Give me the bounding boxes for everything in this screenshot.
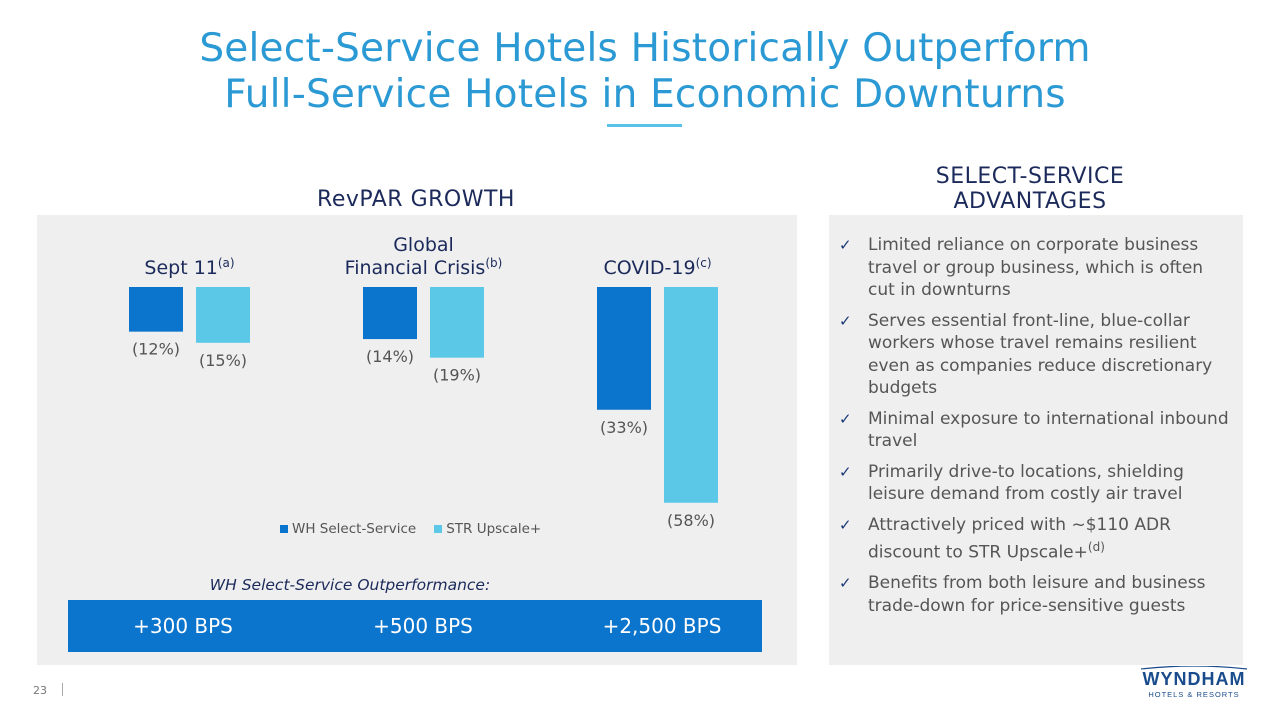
outperformance-title: WH Select-Service Outperformance:	[209, 576, 491, 594]
slide-title-line1: Select-Service Hotels Historically Outpe…	[199, 26, 1091, 71]
chart-legend: WH Select-Service STR Upscale+	[280, 521, 541, 537]
title-underline	[607, 124, 682, 127]
advantage-text: Serves essential front-line, blue-collar…	[868, 310, 1213, 399]
legend-item-wh: WH Select-Service	[280, 521, 416, 537]
data-label-str-1: (19%)	[433, 366, 481, 385]
logo-subtitle: HOTELS & RESORTS	[1148, 690, 1240, 699]
footnote-marker: (d)	[1087, 540, 1105, 554]
advantage-item: ✓ Benefits from both leisure and business…	[839, 572, 1234, 617]
checkmark-icon: ✓	[839, 515, 852, 534]
page-number: 23	[33, 684, 47, 697]
advantage-item: ✓ Minimal exposure to international inbou…	[839, 408, 1234, 453]
group-label-1: Global Financial Crisis(b)	[345, 234, 503, 279]
outperformance-bar: +300 BPS +500 BPS +2,500 BPS	[68, 600, 762, 652]
advantages-heading-line2: ADVANTAGES	[953, 189, 1107, 214]
legend-label-wh: WH Select-Service	[292, 521, 417, 537]
data-label-str-2: (58%)	[667, 511, 715, 530]
group-label-2: COVID-19(c)	[603, 256, 711, 279]
advantage-item: ✓ Limited reliance on corporate business …	[839, 234, 1234, 302]
bar-str-0	[196, 287, 250, 343]
page-number-divider	[62, 683, 63, 696]
outperformance-value-covid: +2,500 BPS	[602, 614, 722, 638]
advantage-item: ✓ Attractively priced with ~$110 ADR disc…	[839, 514, 1234, 565]
advantages-panel	[829, 215, 1243, 665]
data-label-wh-1: (14%)	[366, 347, 414, 366]
advantages-list: ✓ Limited reliance on corporate business …	[839, 234, 1234, 625]
checkmark-icon: ✓	[839, 409, 852, 428]
advantage-item: ✓ Serves essential front-line, blue-colla…	[839, 310, 1234, 400]
bar-wh-2	[597, 287, 651, 410]
data-label-wh-2: (33%)	[600, 418, 648, 437]
checkmark-icon: ✓	[839, 462, 852, 481]
bar-wh-1	[363, 287, 417, 340]
outperformance-value-gfc: +500 BPS	[373, 614, 473, 638]
bar-wh-0	[129, 287, 183, 332]
checkmark-icon: ✓	[839, 574, 852, 593]
group-label-0: Sept 11(a)	[144, 256, 234, 279]
bar-str-1	[430, 287, 484, 358]
advantages-heading-line1: SELECT-SERVICE	[935, 164, 1125, 189]
checkmark-icon: ✓	[839, 311, 852, 330]
slide-title-line2: Full-Service Hotels in Economic Downturn…	[224, 72, 1066, 117]
legend-swatch-wh	[280, 525, 288, 533]
slide-title: Select-Service Hotels Historically Outpe…	[0, 26, 1280, 118]
wyndham-logo	[1140, 666, 1248, 670]
outperformance-value-sept11: +300 BPS	[133, 614, 233, 638]
advantage-text: Minimal exposure to international inboun…	[868, 408, 1229, 452]
data-label-wh-0: (12%)	[132, 340, 180, 359]
advantage-text: Attractively priced with ~$110 ADR disco…	[868, 514, 1171, 563]
checkmark-icon: ✓	[839, 236, 852, 254]
chart-title: RevPAR GROWTH	[317, 187, 515, 212]
legend-label-str: STR Upscale+	[446, 521, 542, 537]
revpar-chart: Sept 11(a) (12%) (15%) Global Financial Cris…	[129, 234, 718, 530]
advantage-text: Primarily drive-to locations, shielding …	[868, 461, 1184, 505]
advantage-item: ✓ Primarily drive-to locations, shielding…	[839, 461, 1234, 506]
data-label-str-0: (15%)	[199, 351, 247, 370]
bar-str-2	[664, 287, 718, 503]
advantages-heading: SELECT-SERVICE ADVANTAGES	[840, 164, 1220, 214]
legend-item-str: STR Upscale+	[434, 521, 541, 537]
advantage-text: Limited reliance on corporate business t…	[868, 235, 1204, 300]
logo-wordmark: WYNDHAM	[1142, 669, 1246, 689]
legend-swatch-str	[434, 525, 443, 533]
advantage-text: Benefits from both leisure and business …	[868, 573, 1206, 616]
